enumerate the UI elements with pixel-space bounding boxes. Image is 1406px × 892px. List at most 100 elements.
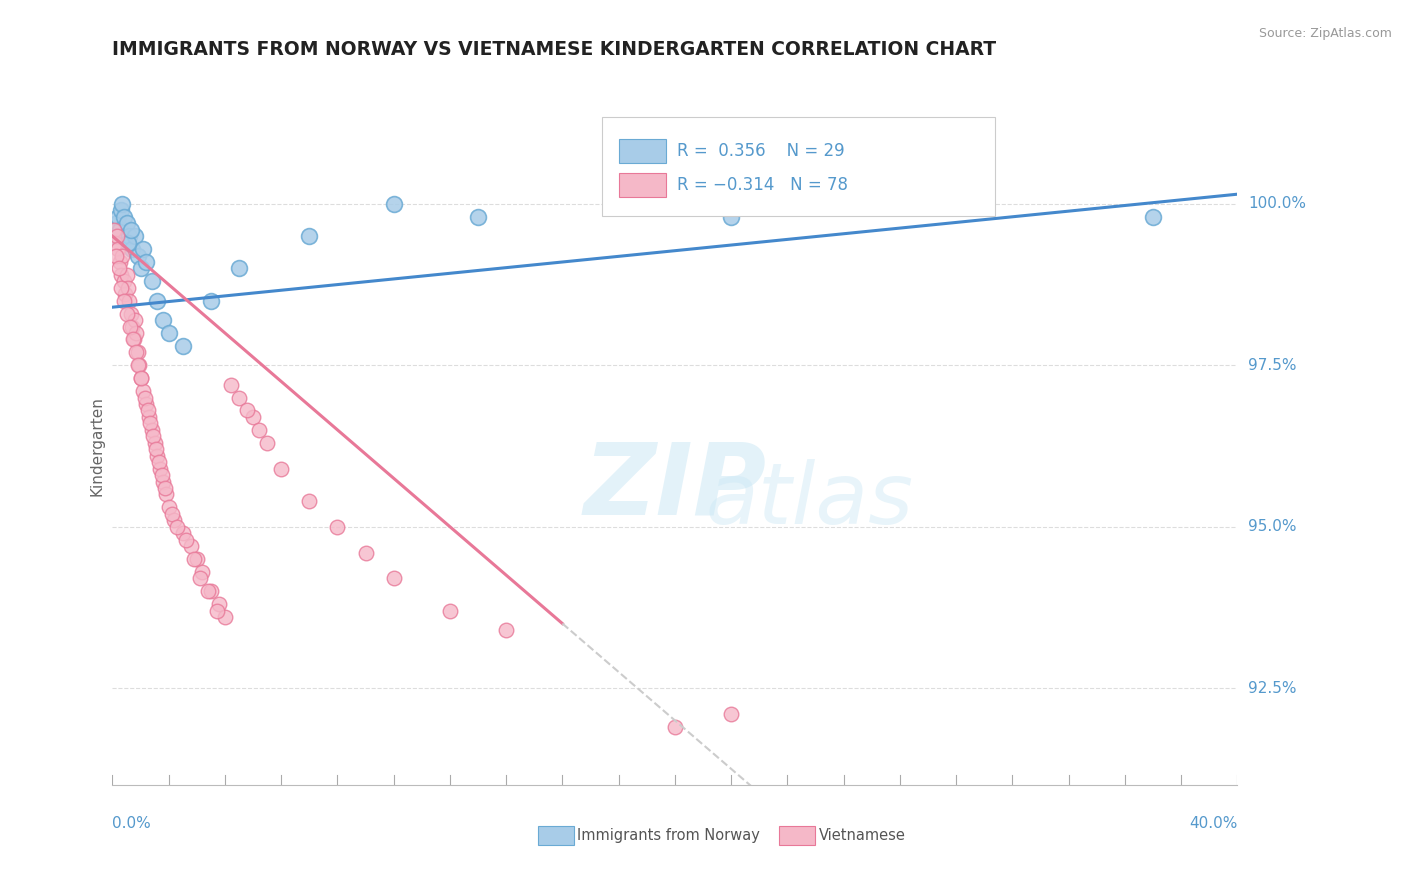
Point [107, 261, 129, 276]
Point [108, 255, 131, 269]
Text: 0.0%: 0.0% [112, 815, 152, 830]
Point [127, 359, 149, 373]
Point [121, 333, 143, 347]
Point [247, 423, 270, 437]
Point [163, 513, 186, 527]
Point [121, 242, 143, 256]
Point [467, 210, 489, 224]
FancyBboxPatch shape [619, 173, 666, 197]
Point [141, 274, 163, 288]
Point [205, 604, 228, 618]
Point [138, 409, 160, 424]
Text: R =  0.356    N = 29: R = 0.356 N = 29 [678, 142, 845, 160]
Text: 92.5%: 92.5% [1249, 681, 1296, 696]
Point [208, 597, 231, 611]
Point [132, 242, 155, 256]
Point [157, 500, 180, 515]
Point [112, 210, 135, 224]
Point [110, 281, 132, 295]
Point [111, 197, 134, 211]
Point [142, 429, 165, 443]
Point [183, 552, 205, 566]
Point [236, 403, 259, 417]
Point [136, 403, 159, 417]
Text: 100.0%: 100.0% [1249, 196, 1306, 211]
Point [120, 223, 142, 237]
Point [439, 604, 461, 618]
Point [200, 584, 222, 599]
Point [242, 409, 264, 424]
Point [122, 333, 145, 347]
Point [110, 268, 132, 282]
Point [127, 248, 149, 262]
Point [214, 610, 236, 624]
Point [104, 229, 127, 244]
Point [495, 623, 517, 637]
Point [166, 519, 188, 533]
Point [124, 313, 146, 327]
Point [135, 397, 157, 411]
Point [180, 539, 202, 553]
Point [146, 293, 169, 308]
Point [128, 359, 150, 373]
Point [105, 216, 128, 230]
Text: Source: ZipAtlas.com: Source: ZipAtlas.com [1258, 27, 1392, 40]
Text: atlas: atlas [706, 458, 914, 541]
Point [115, 307, 138, 321]
Point [219, 377, 242, 392]
Point [121, 319, 143, 334]
Point [111, 248, 134, 262]
Point [135, 255, 157, 269]
Point [108, 223, 131, 237]
Point [107, 242, 129, 256]
Point [228, 261, 250, 276]
Point [118, 319, 141, 334]
Point [172, 526, 194, 541]
FancyBboxPatch shape [602, 117, 995, 216]
Text: 95.0%: 95.0% [1249, 519, 1296, 534]
Point [188, 571, 211, 585]
FancyBboxPatch shape [537, 826, 574, 846]
Point [115, 268, 138, 282]
Point [298, 494, 321, 508]
Point [720, 706, 742, 721]
Point [664, 720, 686, 734]
Point [104, 235, 127, 250]
Point [172, 339, 194, 353]
Point [1142, 210, 1164, 224]
Text: 97.5%: 97.5% [1249, 358, 1296, 373]
Point [228, 391, 250, 405]
Point [114, 287, 136, 301]
Point [720, 210, 742, 224]
Point [256, 435, 278, 450]
Point [326, 519, 349, 533]
Point [141, 423, 163, 437]
Y-axis label: Kindergarten: Kindergarten [89, 396, 104, 496]
Point [125, 326, 148, 340]
Point [145, 442, 167, 457]
Point [132, 384, 155, 398]
Point [118, 293, 141, 308]
Point [149, 461, 172, 475]
Point [152, 475, 174, 489]
Point [155, 487, 177, 501]
Point [354, 545, 377, 559]
Point [148, 455, 170, 469]
Point [382, 571, 405, 585]
Point [118, 229, 141, 244]
Point [157, 326, 180, 340]
Point [200, 293, 222, 308]
Point [129, 371, 152, 385]
Point [112, 293, 135, 308]
Point [382, 197, 405, 211]
Point [152, 313, 174, 327]
Point [127, 345, 149, 359]
Text: ZIP: ZIP [583, 438, 766, 535]
Point [120, 307, 142, 321]
Point [160, 507, 183, 521]
Point [115, 216, 138, 230]
Point [117, 235, 139, 250]
Point [107, 210, 129, 224]
Point [139, 417, 162, 431]
Point [146, 449, 169, 463]
